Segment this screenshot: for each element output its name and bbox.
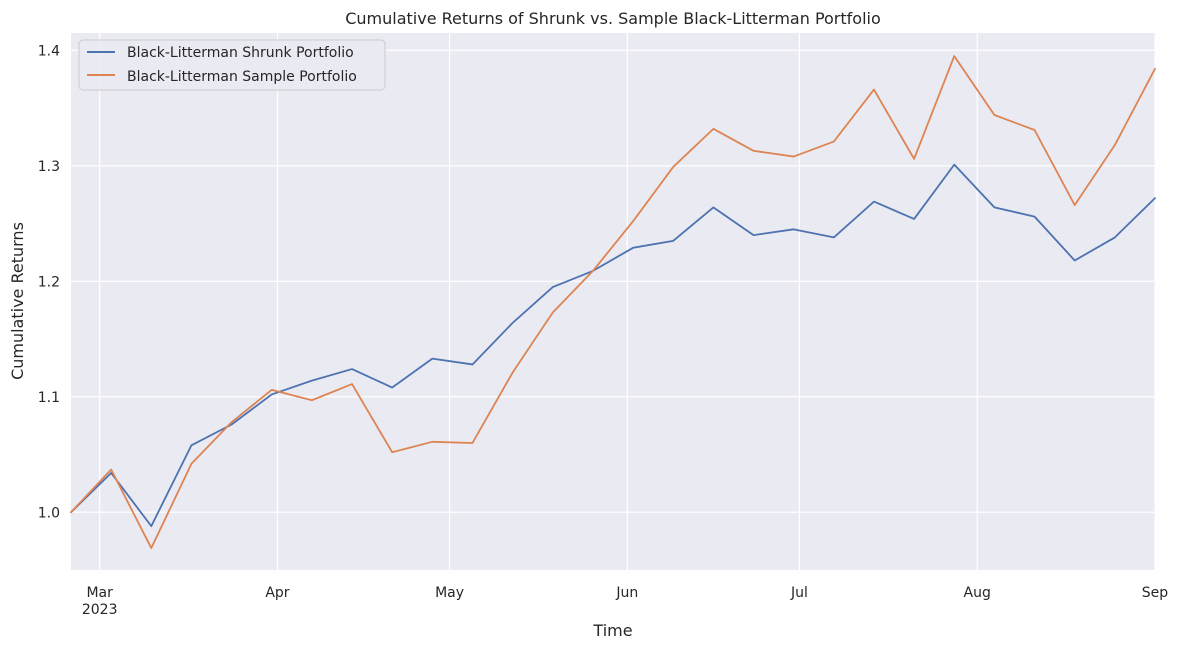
series-lines (70, 55, 1156, 549)
chart-title: Cumulative Returns of Shrunk vs. Sample … (345, 9, 881, 28)
y-tick-label: 1.2 (38, 274, 60, 290)
x-axis-label: Time (592, 621, 632, 640)
x-tick-label: May (435, 585, 464, 601)
legend-label-shrunk: Black-Litterman Shrunk Portfolio (127, 45, 354, 61)
legend-box (78, 39, 386, 91)
y-axis-label: Cumulative Returns (8, 222, 27, 380)
grid-lines (71, 33, 1156, 570)
series-line-sample (70, 55, 1156, 549)
y-tick-label: 1.3 (38, 159, 60, 175)
x-tick-label: Mar (86, 585, 113, 601)
x-tick-label: Jun (615, 585, 638, 601)
x-tick-sublabel: 2023 (82, 602, 118, 618)
y-tick-label: 1.1 (38, 390, 60, 406)
x-tick-label: Apr (265, 585, 289, 601)
legend-label-sample: Black-Litterman Sample Portfolio (127, 69, 357, 85)
series-line-shrunk (70, 163, 1156, 528)
y-tick-label: 1.4 (38, 43, 60, 59)
x-tick-label: Aug (964, 585, 991, 601)
x-tick-label: Jul (790, 585, 808, 601)
plot-area (71, 33, 1155, 570)
legend: Black-Litterman Shrunk Portfolio Black-L… (78, 39, 386, 91)
x-tick-label: Sep (1142, 585, 1169, 601)
y-tick-labels: 1.0 1.1 1.2 1.3 1.4 (38, 43, 60, 521)
y-tick-label: 1.0 (38, 505, 60, 521)
